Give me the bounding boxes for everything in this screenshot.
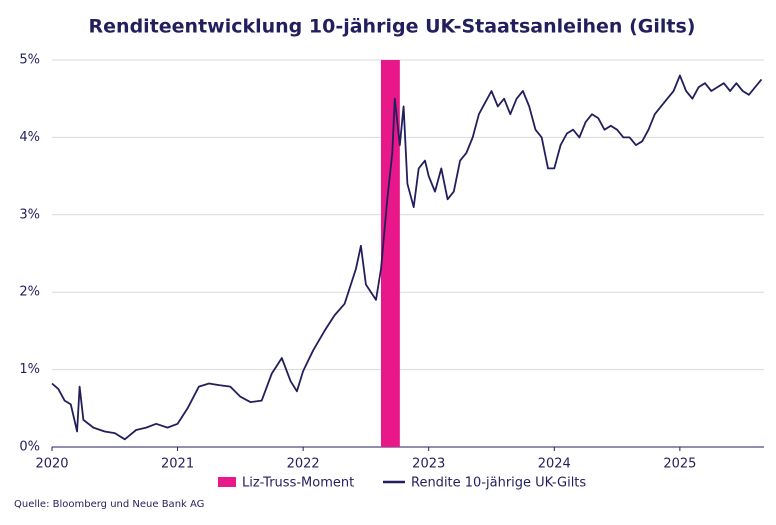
highlight-band	[381, 60, 400, 447]
line	[51, 74, 763, 441]
legend-swatch	[218, 477, 236, 487]
x-tick-label: 2020	[35, 457, 68, 472]
x-tick-label: 2021	[161, 457, 194, 472]
chart-title: Renditeentwicklung 10-jährige UK-Staatsa…	[89, 16, 696, 38]
y-tick-label: 1%	[19, 362, 40, 377]
y-tick-label: 3%	[19, 207, 40, 222]
legend-label: Rendite 10-jährige UK-Gilts	[411, 476, 586, 491]
x-tick-label: 2024	[538, 457, 571, 472]
source: Quelle: Bloomberg und Neue Bank AG	[14, 499, 204, 510]
legend-label: Liz-Truss-Moment	[242, 476, 354, 491]
x-tick-label: 2025	[663, 457, 696, 472]
y-tick-label: 0%	[19, 440, 40, 455]
y-tick-label: 2%	[19, 285, 40, 300]
y-tick-label: 4%	[19, 130, 40, 145]
y-tick-label: 5%	[19, 53, 40, 68]
x-tick-label: 2023	[412, 457, 445, 472]
x-tick-label: 2022	[287, 457, 320, 472]
